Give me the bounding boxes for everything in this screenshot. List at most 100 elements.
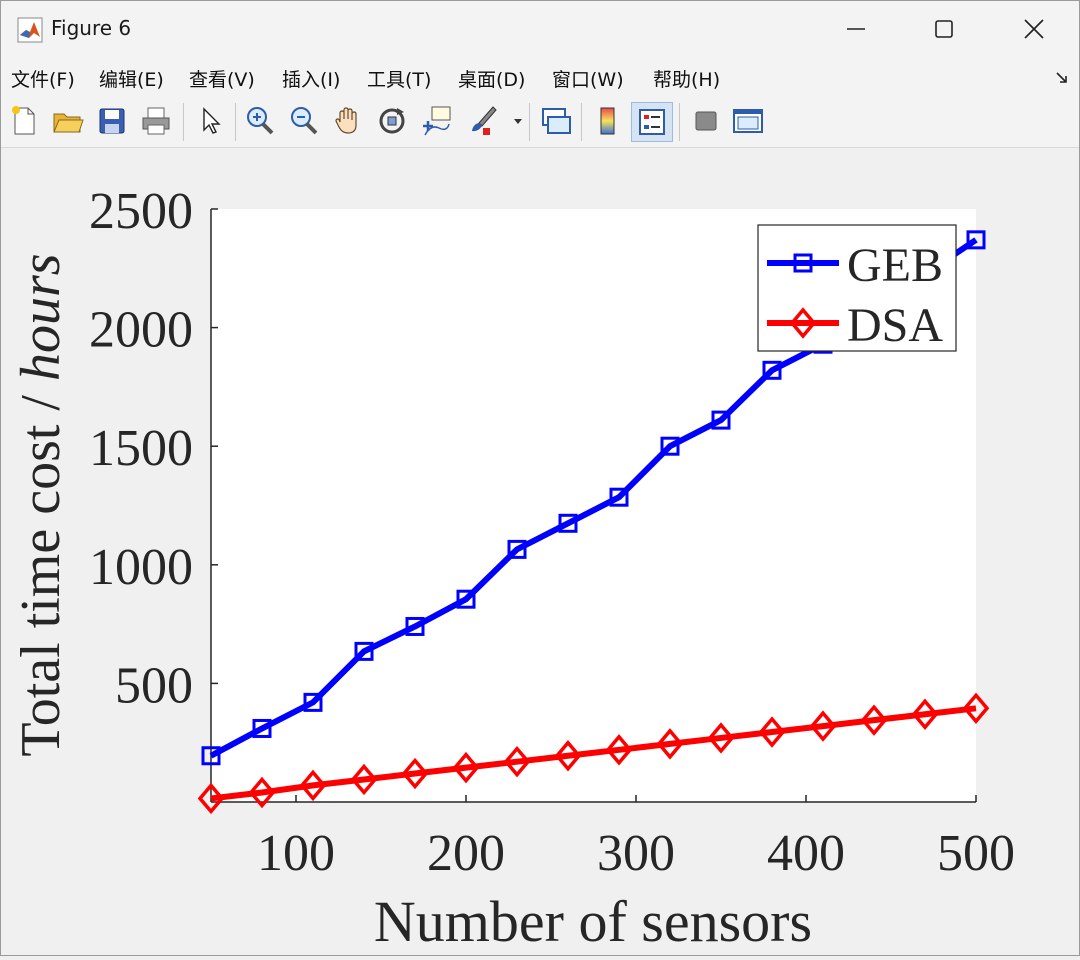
save-icon[interactable]	[95, 104, 129, 138]
y-tick-label: 1500	[89, 420, 193, 477]
maximize-icon	[935, 20, 953, 38]
legend[interactable]: GEB DSA	[757, 224, 957, 352]
link-plot-icon[interactable]	[539, 104, 573, 138]
data-cursor-icon[interactable]	[419, 104, 453, 138]
geb-data-point	[303, 692, 323, 712]
y-tick-label: 2500	[89, 183, 193, 240]
geb-data-point	[405, 616, 425, 636]
dsa-data-point	[656, 728, 684, 760]
menu-desktop[interactable]: 桌面(D)	[458, 69, 526, 91]
geb-data-point	[507, 539, 527, 559]
tick-labels: 100 200 300 400 500 500 1000 1500 2000 2500	[89, 183, 1015, 882]
legend-button-active[interactable]	[631, 102, 673, 142]
toolbar-separator	[581, 103, 582, 141]
close-icon	[1024, 19, 1044, 39]
toolbar-separator	[235, 103, 236, 141]
figure-toolbar	[1, 97, 1079, 148]
print-icon[interactable]	[139, 104, 173, 138]
menu-edit[interactable]: 编辑(E)	[99, 69, 164, 91]
x-tick-label: 100	[257, 825, 335, 882]
series-layer	[197, 230, 990, 815]
y-tick-label: 2000	[89, 302, 193, 359]
y-tick-label: 1000	[89, 539, 193, 596]
dsa-data-point	[401, 757, 429, 790]
maximize-button[interactable]	[899, 1, 989, 57]
legend-marker-dsa	[789, 307, 817, 339]
line-chart: 100 200 300 400 500 500 1000 1500 2000 2500 Numbe…	[10, 183, 1015, 954]
geb-data-point	[456, 589, 476, 609]
legend-label-geb: GEB	[847, 239, 943, 292]
dock-arrow-icon[interactable]	[1055, 71, 1069, 85]
toolbar-separator	[679, 103, 680, 141]
dsa-data-point	[503, 745, 531, 778]
x-tick-label: 400	[767, 825, 845, 882]
geb-data-point	[201, 746, 221, 766]
legend-icon	[639, 109, 665, 135]
brush-icon[interactable]	[465, 104, 499, 138]
y-tick-label: 500	[115, 657, 193, 714]
select-arrow-icon[interactable]	[193, 104, 227, 138]
dsa-data-point	[605, 734, 633, 766]
colorbar-icon[interactable]	[591, 104, 625, 138]
dsa-data-point	[452, 751, 480, 784]
hide-plot-tools-icon[interactable]	[689, 104, 723, 138]
menu-help[interactable]: 帮助(H)	[653, 69, 721, 91]
dsa-data-point	[911, 698, 939, 730]
dsa-data-point	[350, 763, 378, 796]
dsa-data-point	[248, 776, 276, 809]
minimize-button[interactable]	[811, 1, 901, 57]
x-tick-label: 300	[597, 825, 675, 882]
y-axis-label-unit: hours	[10, 253, 72, 381]
geb-data-point	[558, 513, 578, 533]
dsa-data-point	[197, 782, 225, 815]
geb-data-point	[660, 436, 680, 456]
toolbar-separator	[529, 103, 530, 141]
window-title: Figure 6	[51, 16, 132, 40]
figure-canvas: 100 200 300 400 500 500 1000 1500 2000 2500 Numbe…	[1, 148, 1079, 956]
legend-marker-geb	[793, 253, 813, 273]
title-bar: Figure 6	[1, 1, 1079, 57]
dsa-data-point	[962, 692, 990, 725]
geb-data-point	[711, 410, 731, 430]
menu-bar: 文件(F) 编辑(E) 查看(V) 插入(I) 工具(T) 桌面(D) 窗口(W…	[1, 57, 1079, 97]
pan-hand-icon[interactable]	[331, 104, 365, 138]
dsa-data-point	[299, 769, 327, 802]
geb-data-point	[609, 487, 629, 507]
series-line-dsa	[210, 705, 977, 802]
menu-tools[interactable]: 工具(T)	[367, 69, 432, 91]
x-tick-label: 200	[427, 825, 505, 882]
new-figure-icon[interactable]	[7, 104, 41, 138]
x-tick-label: 500	[937, 825, 1015, 882]
geb-data-point	[354, 641, 374, 661]
close-button[interactable]	[989, 1, 1079, 57]
geb-data-point	[252, 718, 272, 738]
legend-box	[757, 224, 957, 352]
geb-data-point	[966, 230, 986, 250]
show-plot-tools-icon[interactable]	[731, 104, 765, 138]
minimize-icon	[847, 28, 865, 30]
toolbar-separator	[183, 103, 184, 141]
dsa-data-point	[758, 716, 786, 748]
dsa-data-point	[809, 710, 837, 742]
dsa-data-point	[707, 722, 735, 754]
rotate-3d-icon[interactable]	[375, 104, 409, 138]
geb-data-point	[762, 360, 782, 380]
series-dsa	[197, 692, 990, 815]
open-file-icon[interactable]	[51, 104, 85, 138]
brush-dropdown-icon[interactable]	[513, 117, 523, 125]
menu-window[interactable]: 窗口(W)	[552, 69, 624, 91]
legend-label-dsa: DSA	[847, 299, 943, 352]
zoom-out-icon[interactable]	[287, 104, 321, 138]
matlab-icon	[17, 17, 43, 43]
zoom-in-icon[interactable]	[243, 104, 277, 138]
dsa-data-point	[860, 704, 888, 736]
menu-insert[interactable]: 插入(I)	[282, 69, 341, 91]
menu-view[interactable]: 查看(V)	[189, 69, 255, 91]
menu-file[interactable]: 文件(F)	[11, 69, 75, 91]
x-axis-label: Number of sensors	[374, 889, 812, 954]
y-axis-label-main: Total time cost /	[10, 381, 72, 757]
dsa-data-point	[554, 740, 582, 772]
y-axis-label: Total time cost / hours	[10, 253, 72, 756]
axes	[210, 208, 977, 803]
